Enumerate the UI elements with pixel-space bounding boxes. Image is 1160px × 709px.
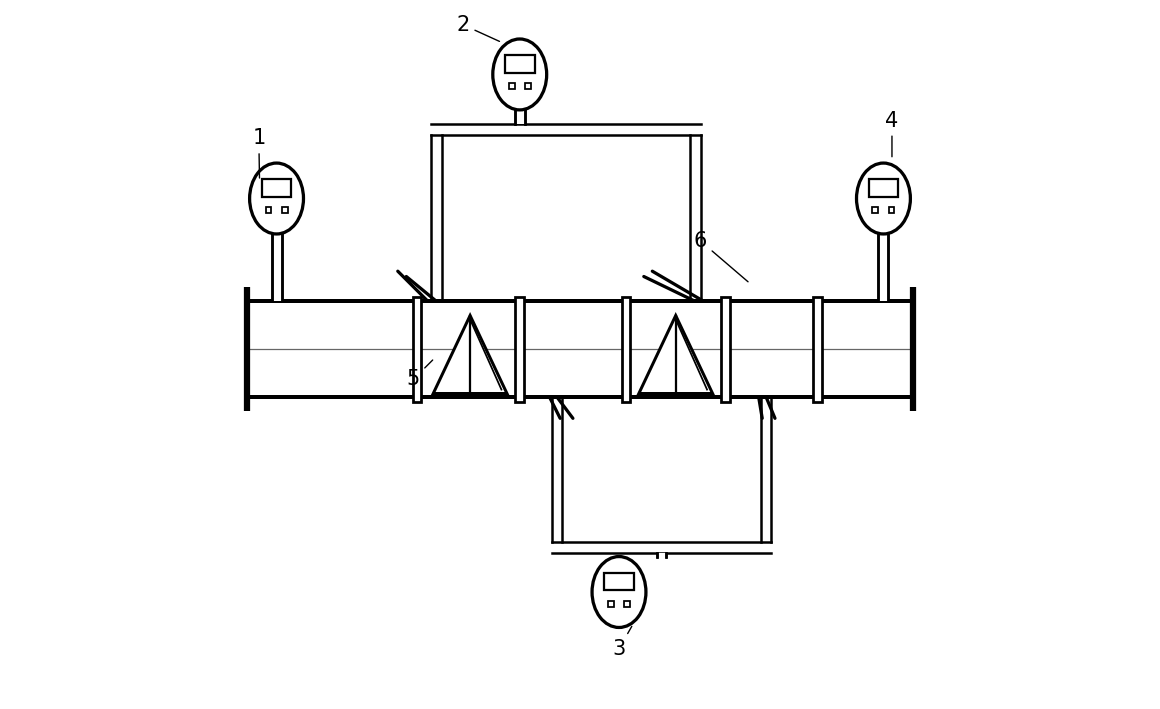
Bar — [563, 397, 761, 542]
Ellipse shape — [249, 163, 304, 234]
Ellipse shape — [493, 39, 546, 110]
Bar — [604, 573, 633, 590]
Bar — [515, 110, 524, 124]
Bar — [266, 208, 271, 213]
Bar — [869, 179, 898, 197]
Bar — [509, 84, 515, 89]
Text: 2: 2 — [456, 15, 500, 41]
Bar — [247, 301, 913, 397]
Bar — [657, 553, 667, 557]
Bar — [722, 296, 730, 402]
Bar — [515, 296, 524, 402]
Bar — [271, 234, 282, 301]
Polygon shape — [639, 359, 712, 393]
Bar — [262, 179, 291, 197]
Bar — [889, 208, 894, 213]
Polygon shape — [433, 316, 507, 393]
Bar — [622, 296, 630, 402]
Text: 1: 1 — [252, 128, 266, 178]
Bar — [878, 234, 889, 301]
Bar — [413, 296, 421, 402]
Bar — [442, 135, 690, 301]
Text: 6: 6 — [694, 231, 748, 281]
Bar — [872, 208, 878, 213]
Text: 4: 4 — [885, 111, 899, 157]
Bar — [282, 208, 288, 213]
Text: 3: 3 — [612, 626, 632, 659]
Ellipse shape — [592, 557, 646, 627]
Ellipse shape — [856, 163, 911, 234]
Polygon shape — [639, 316, 712, 393]
Bar — [505, 55, 535, 73]
Bar — [524, 84, 531, 89]
Bar — [608, 601, 614, 607]
Bar — [813, 296, 821, 402]
Text: 5: 5 — [407, 360, 433, 389]
Polygon shape — [433, 359, 507, 393]
Bar — [624, 601, 630, 607]
